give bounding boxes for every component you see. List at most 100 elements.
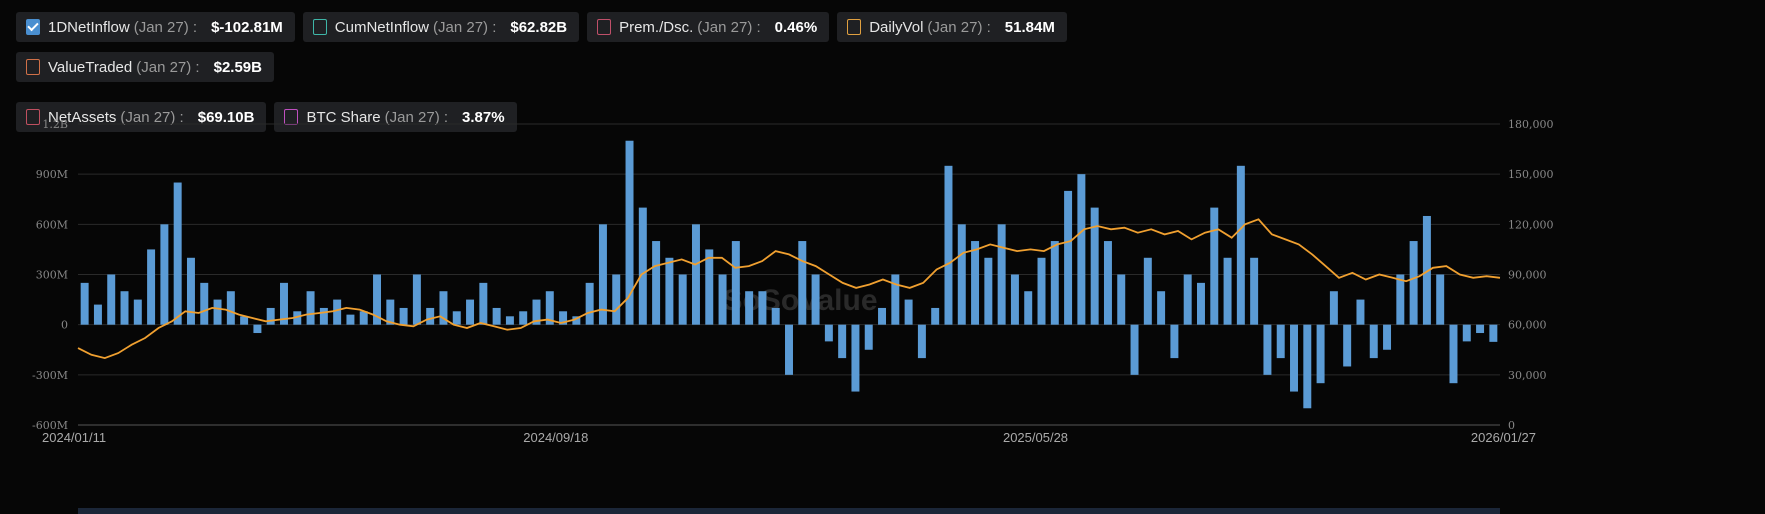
- inflow-bar: [917, 324, 926, 359]
- inflow-bar: [638, 207, 647, 325]
- range-scrollbar[interactable]: [78, 508, 1500, 514]
- legend-date: (Jan 27) :: [384, 108, 449, 126]
- inflow-bar: [120, 291, 129, 325]
- legend-item-valuetraded[interactable]: ValueTraded (Jan 27) : $2.59B: [16, 52, 274, 82]
- left-axis-tick: 900M: [36, 168, 68, 181]
- inflow-bar: [173, 182, 182, 325]
- inflow-bar: [253, 324, 262, 334]
- inflow-bar: [93, 304, 102, 325]
- inflow-bar: [426, 307, 435, 325]
- legend-date: (Jan 27) :: [133, 18, 198, 36]
- inflow-bar: [240, 316, 249, 325]
- btc-price-line: [77, 218, 1501, 360]
- inflow-bar: [1183, 274, 1192, 325]
- inflow-bar: [439, 291, 448, 325]
- inflow-bar: [652, 241, 661, 325]
- inflow-bar: [1489, 324, 1498, 342]
- legend-item-netassets[interactable]: NetAssets (Jan 27) : $69.10B: [16, 102, 267, 132]
- legend-item-prem-dsc-[interactable]: Prem./Dsc. (Jan 27) : 0.46%: [587, 12, 830, 42]
- inflow-bar: [1396, 274, 1405, 325]
- inflow-bar: [758, 291, 767, 325]
- legend-item-dailyvol[interactable]: DailyVol (Jan 27) : 51.84M: [837, 12, 1067, 42]
- inflow-bar: [80, 282, 89, 325]
- inflow-bar: [944, 165, 953, 325]
- inflow-bar: [466, 299, 475, 325]
- legend-label: BTC Share: [306, 108, 381, 126]
- legend-date: (Jan 27) :: [927, 18, 991, 36]
- legend-date: (Jan 27) :: [120, 108, 184, 126]
- inflow-bar: [386, 299, 395, 325]
- legend-date: (Jan 27) :: [136, 58, 200, 76]
- inflow-bar: [971, 241, 980, 325]
- inflow-bar: [745, 291, 754, 325]
- inflow-bar: [678, 274, 687, 325]
- inflow-bar: [1064, 190, 1073, 325]
- inflow-bar: [333, 299, 342, 325]
- inflow-bar: [1369, 324, 1378, 359]
- inflow-bar: [665, 257, 674, 325]
- legend-item-cumnetinflow[interactable]: CumNetInflow (Jan 27) : $62.82B: [302, 12, 580, 42]
- inflow-bar: [1316, 324, 1325, 384]
- inflow-bar: [107, 274, 116, 325]
- legend-label: ValueTraded: [48, 58, 133, 76]
- right-axis-tick: 90,000: [1508, 269, 1547, 282]
- legend-label: DailyVol: [869, 18, 924, 36]
- inflow-bar: [798, 241, 807, 325]
- inflow-bar: [771, 307, 780, 325]
- left-axis-tick: 300M: [36, 269, 68, 282]
- right-axis-tick: 60,000: [1508, 319, 1547, 332]
- inflow-bar: [585, 282, 594, 325]
- right-axis-tick: 0: [1508, 419, 1515, 432]
- inflow-bar: [1462, 324, 1471, 342]
- legend-value: $2.59B: [213, 58, 262, 76]
- inflow-bar: [1422, 215, 1431, 325]
- inflow-bar: [838, 324, 847, 359]
- inflow-bar: [731, 241, 740, 325]
- checkbox-icon[interactable]: [597, 19, 612, 35]
- right-axis-tick: 30,000: [1508, 369, 1547, 382]
- inflow-bar: [1010, 274, 1019, 325]
- inflow-bar: [1383, 324, 1392, 350]
- left-axis-tick: 1.2B: [42, 118, 68, 131]
- left-axis-tick: 0: [61, 319, 68, 332]
- inflow-bar: [1236, 165, 1245, 325]
- right-axis-tick: 180,000: [1508, 118, 1554, 131]
- inflow-bar: [1436, 274, 1445, 325]
- legend-label: 1DNetInflow: [48, 18, 130, 36]
- inflow-bar: [1157, 291, 1166, 325]
- inflow-bar: [213, 299, 222, 325]
- inflow-bar: [878, 307, 887, 325]
- inflow-bar: [1130, 324, 1139, 375]
- inflow-bar: [1250, 257, 1259, 325]
- checkbox-icon[interactable]: [847, 19, 862, 35]
- checkbox-icon[interactable]: [312, 19, 327, 35]
- checkbox-icon[interactable]: [26, 109, 40, 125]
- inflow-bar: [226, 291, 235, 325]
- inflow-bar: [1303, 324, 1312, 409]
- inflow-bar: [997, 224, 1006, 325]
- inflow-bar: [612, 274, 621, 325]
- left-axis-tick: 600M: [36, 218, 68, 231]
- inflow-bar: [545, 291, 554, 325]
- legend-item-btc-share[interactable]: BTC Share (Jan 27) : 3.87%: [274, 102, 517, 132]
- inflow-bar: [1210, 207, 1219, 325]
- checkbox-icon[interactable]: [26, 19, 40, 35]
- legend-value: 0.46%: [774, 18, 818, 36]
- legend-label: NetAssets: [48, 108, 117, 126]
- inflow-bar: [532, 299, 541, 325]
- inflow-bar: [572, 316, 581, 325]
- inflow-bar: [864, 324, 873, 350]
- inflow-bar: [412, 274, 421, 325]
- inflow-bar: [1409, 241, 1418, 325]
- inflow-bar: [1037, 257, 1046, 325]
- inflow-bar: [186, 257, 195, 325]
- legend-item-1dnetinflow[interactable]: 1DNetInflow (Jan 27) : $-102.81M: [16, 12, 295, 42]
- inflow-bar: [346, 314, 355, 325]
- inflow-bar: [147, 249, 156, 325]
- inflow-bar: [1103, 241, 1112, 325]
- inflow-bar: [200, 282, 209, 325]
- inflow-bar: [452, 311, 461, 325]
- checkbox-icon[interactable]: [26, 59, 40, 75]
- inflow-bar: [705, 249, 714, 325]
